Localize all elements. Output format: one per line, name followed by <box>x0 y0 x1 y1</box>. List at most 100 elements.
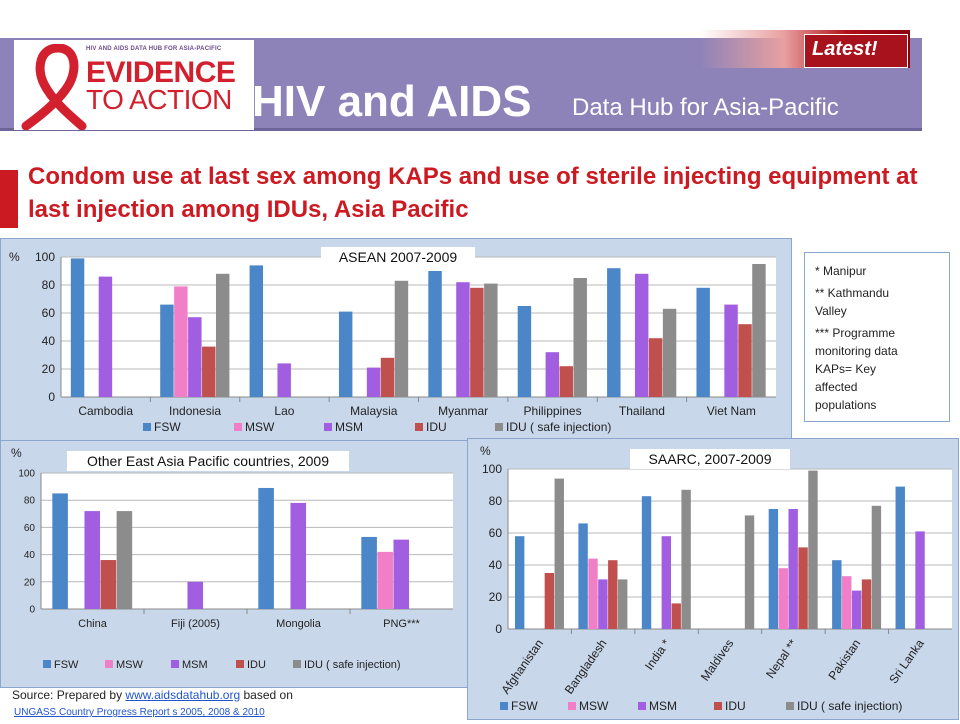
bar-idu-safe-injection-afghanistan <box>554 478 564 629</box>
bar-fsw-bangladesh <box>578 523 588 629</box>
legend-label-msm: MSM <box>182 659 208 671</box>
bar-fsw-sri-lanka <box>895 486 905 629</box>
bar-msw-bangladesh <box>588 558 598 629</box>
bar-idu-safe-injection-philippines <box>573 278 587 397</box>
category-label: India * <box>642 636 673 672</box>
category-label: Philippines <box>524 404 582 418</box>
legend-swatch-fsw <box>143 423 151 431</box>
y-tick-label: 80 <box>42 278 56 292</box>
bar-fsw-india <box>641 496 652 629</box>
bar-fsw-indonesia <box>160 304 174 397</box>
category-label: China <box>78 618 108 630</box>
source-link[interactable]: www.aidsdatahub.org <box>125 688 241 702</box>
bar-idu-safe-injection-pakistan <box>871 505 882 629</box>
category-label: PNG*** <box>383 618 420 630</box>
bar-idu-safe-injection-viet-nam <box>752 264 766 397</box>
category-label: Sri Lanka <box>886 636 927 686</box>
latest-badge[interactable] <box>804 34 908 68</box>
bar-msm-myanmar <box>456 282 470 397</box>
bar-fsw-thailand <box>607 268 621 397</box>
title-accent-bar <box>0 170 18 228</box>
red-ribbon-icon <box>21 44 87 130</box>
y-axis-label: % <box>480 444 491 458</box>
bar-fsw-mongolia <box>258 487 274 609</box>
y-tick-label: 60 <box>489 526 503 540</box>
legend-swatch-idu <box>415 423 423 431</box>
saarc-chart: 0 20 40 60 80 100 Afghanistan Bangladesh India *… <box>480 444 952 713</box>
bar-fsw-malaysia <box>338 311 353 397</box>
bar-idu-safe-injection-india <box>681 489 691 629</box>
bar-msm-bangladesh <box>598 579 608 629</box>
legend-swatch-idu <box>236 660 244 668</box>
category-label: Pakistan <box>825 637 863 683</box>
y-axis-label: % <box>11 446 22 460</box>
category-label: Cambodia <box>78 404 133 418</box>
category-label: Bangladesh <box>562 637 610 697</box>
bar-msm-nepal <box>788 509 798 629</box>
bar-idu-safe-injection-bangladesh <box>617 579 628 629</box>
bar-idu-thailand <box>648 338 663 397</box>
asean-chart: 0 20 40 60 80 100 Cambodia Indonesia Lao Malaysia… <box>9 247 776 434</box>
bar-fsw-viet-nam <box>696 287 710 397</box>
bar-idu-safe-injection-nepal <box>808 470 818 629</box>
bar-msw-pakistan <box>842 576 852 629</box>
bar-idu-safe-injection-maldives <box>744 515 755 629</box>
y-tick-label: 40 <box>24 550 36 561</box>
y-tick-label: 60 <box>24 523 36 534</box>
legend-label-idu-safe-injection: IDU ( safe injection) <box>304 659 401 671</box>
chart-title-box <box>630 449 790 469</box>
bar-idu-safe-injection-malaysia <box>394 280 409 397</box>
legend-swatch-msm <box>171 660 179 668</box>
y-tick-label: 80 <box>489 494 503 508</box>
y-tick-label: 20 <box>489 590 503 604</box>
bar-msm-pakistan <box>851 590 862 629</box>
chart-title: ASEAN 2007-2009 <box>339 249 458 265</box>
note-populations: populations <box>815 398 877 412</box>
bar-msm-thailand <box>634 273 649 397</box>
bar-idu-safe-injection-china <box>116 511 133 609</box>
note-valley: Valley <box>815 304 847 318</box>
category-label: Mongolia <box>276 618 322 630</box>
note-affected: affected <box>815 380 858 394</box>
note-manipur: * Manipur <box>815 264 867 278</box>
page-subtitle: Data Hub for Asia-Pacific <box>572 94 839 121</box>
bar-idu-india <box>671 603 681 629</box>
y-tick-label: 0 <box>29 605 35 616</box>
bar-msm-malaysia <box>366 367 381 397</box>
legend-swatch-fsw <box>500 702 508 710</box>
bar-fsw-pakistan <box>832 560 842 629</box>
category-label: Fiji (2005) <box>171 618 220 630</box>
legend-swatch-idu-safe-injection <box>293 660 301 668</box>
y-tick-label: 40 <box>489 558 503 572</box>
legend-label-msw: MSW <box>245 420 275 434</box>
bar-msw-png <box>377 551 393 609</box>
latest-label: Latest! <box>812 38 878 60</box>
bar-idu-viet-nam <box>738 324 752 397</box>
legend-swatch-msw <box>568 702 576 710</box>
source-report-link[interactable]: UNGASS Country Progress Report s 2005, 2… <box>14 707 265 718</box>
bar-idu-indonesia <box>202 346 216 397</box>
logo-evidence: EVIDENCE <box>86 56 236 89</box>
bar-msm-china <box>84 511 101 609</box>
category-label: Maldives <box>698 637 737 684</box>
legend-swatch-msm <box>324 423 332 431</box>
logo-tagline: HIV AND AIDS DATA HUB FOR ASIA-PACIFIC <box>86 46 222 52</box>
legend-label-msm: MSM <box>335 420 363 434</box>
y-tick-label: 60 <box>42 306 56 320</box>
east-asia-chart: 0 20 40 60 80 100 China Fiji (2005) Mongolia PNG*… <box>11 446 453 671</box>
y-tick-label: 20 <box>24 577 36 588</box>
y-axis-label: % <box>9 250 20 264</box>
bar-msm-mongolia <box>290 502 307 609</box>
bar-msm-sri-lanka <box>915 531 925 629</box>
legend-label-msw: MSW <box>116 659 144 671</box>
chart-title-box <box>321 247 475 267</box>
bar-idu-safe-injection-indonesia <box>215 273 230 397</box>
bar-msw-nepal <box>778 568 788 629</box>
bar-fsw-cambodia <box>70 258 85 397</box>
y-tick-label: 0 <box>495 622 502 636</box>
bar-fsw-myanmar <box>428 271 442 397</box>
category-label: Thailand <box>619 404 665 418</box>
legend-label-fsw: FSW <box>154 420 181 434</box>
bar-idu-afghanistan <box>544 573 555 629</box>
legend-label-idu-safe-injection: IDU ( safe injection) <box>506 420 611 434</box>
